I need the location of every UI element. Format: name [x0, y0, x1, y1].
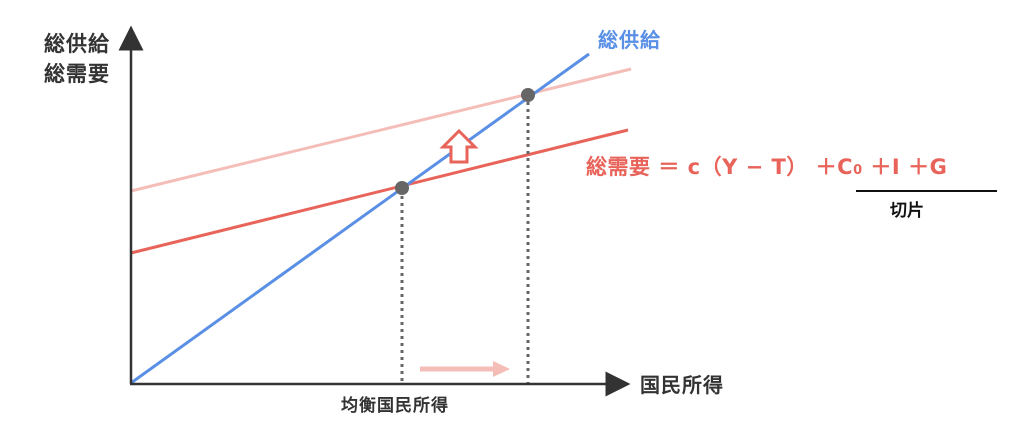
formula-c-subscript: 0: [853, 163, 863, 178]
equilibrium-income-label: 均衡国民所得: [341, 396, 449, 416]
demand-line: [130, 128, 629, 255]
new-equilibrium-point: [521, 88, 535, 102]
formula-c-base: C: [837, 155, 854, 179]
formula-plus-3: ＋: [908, 155, 930, 179]
supply-curve-label: 総供給: [598, 28, 661, 52]
formula-lhs: 総需要: [586, 155, 651, 179]
intercept-label: 切片: [890, 201, 924, 221]
y-axis-label-demand: 総需要: [44, 62, 110, 86]
supply-line: [130, 52, 590, 385]
formula-term-consumption: c（Y − T）: [687, 155, 808, 179]
shift-up-arrow-icon: [439, 128, 479, 164]
formula-plus-2: ＋: [870, 155, 892, 179]
formula-equals: ＝: [658, 155, 680, 179]
y-axis-label-supply: 総供給: [44, 32, 110, 56]
formula-government: G: [929, 155, 948, 179]
formula-plus-1: ＋: [815, 155, 838, 179]
shifted-demand-line: [130, 67, 632, 193]
x-axis-label: 国民所得: [640, 373, 724, 397]
demand-formula: 総需要 ＝ c（Y − T） ＋C0 ＋I ＋G: [586, 157, 947, 178]
formula-investment: I: [891, 155, 901, 179]
shift-right-arrow-icon: [493, 361, 510, 377]
equilibrium-point: [395, 181, 409, 195]
